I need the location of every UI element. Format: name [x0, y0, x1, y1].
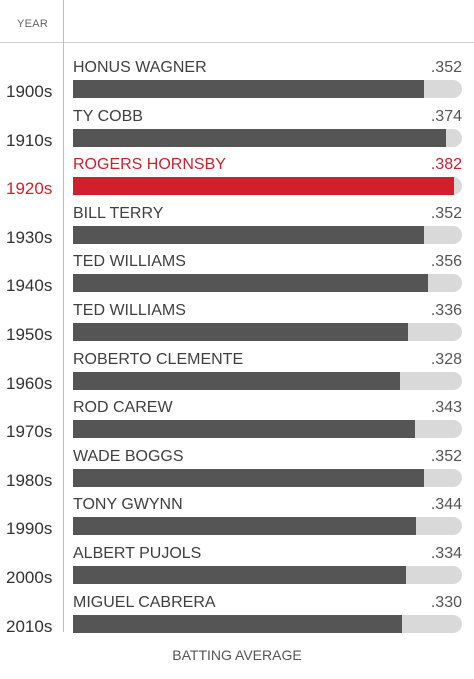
bar-track	[73, 225, 462, 244]
player-name-label: TED WILLIAMS	[73, 302, 186, 319]
player-name-label: MIGUEL CABRERA	[73, 593, 216, 611]
player-name-label: TY COBB	[73, 107, 143, 125]
bar-row: TED WILLIAMS .336 1950s	[0, 292, 474, 344]
bar-track	[73, 177, 462, 196]
bar	[73, 566, 406, 584]
bar	[73, 420, 415, 439]
year-axis-line	[63, 0, 64, 632]
decade-tick-label: 1900s	[6, 82, 53, 101]
bar	[73, 517, 416, 536]
bar-track	[73, 614, 462, 633]
bar	[73, 274, 428, 293]
bar	[73, 225, 424, 244]
decade-tick-label: 1940s	[6, 276, 53, 296]
bar-track	[73, 468, 462, 487]
batting-average-value-label: .374	[430, 107, 462, 125]
decade-tick-label: 1910s	[6, 130, 53, 150]
batting-average-value-label: .330	[430, 593, 462, 611]
bar-track	[73, 274, 462, 293]
player-name-label: TONY GWYNN	[73, 496, 183, 514]
bar	[73, 128, 446, 147]
bar-row: TY COBB .374 1910s	[0, 98, 474, 150]
batting-average-value-label: .352	[430, 447, 462, 465]
player-name-label: HONUS WAGNER	[73, 59, 207, 76]
bar-row: TED WILLIAMS .356 1940s	[0, 243, 474, 295]
bar-track	[73, 420, 462, 439]
bar-row: HONUS WAGNER .352 1900s	[0, 49, 474, 101]
bar	[73, 177, 454, 196]
batting-average-value-label: .352	[430, 204, 462, 222]
decade-tick-label: 1970s	[6, 422, 53, 442]
header-divider	[0, 42, 474, 43]
decade-tick-label: 1960s	[6, 373, 53, 393]
bar-row: ROBERTO CLEMENTE .328 1960s	[0, 341, 474, 393]
bar-row: ROD CAREW .343 1970s	[0, 389, 474, 441]
x-axis-label: BATTING AVERAGE	[172, 647, 302, 663]
bar-track	[73, 371, 462, 390]
bar	[73, 80, 424, 98]
batting-average-value-label: .344	[430, 496, 462, 514]
decade-tick-label: 1990s	[6, 519, 53, 539]
player-name-label: BILL TERRY	[73, 204, 164, 222]
batting-average-value-label: .328	[430, 350, 462, 368]
player-name-label: WADE BOGGS	[73, 447, 184, 465]
decade-tick-label: 1980s	[6, 470, 53, 490]
bar	[73, 323, 408, 341]
decade-tick-label: 1920s	[6, 179, 53, 199]
batting-average-value-label: .336	[430, 302, 462, 319]
batting-average-value-label: .352	[430, 59, 462, 76]
bar-row: BILL TERRY .352 1930s	[0, 195, 474, 247]
player-name-label: ALBERT PUJOLS	[73, 545, 202, 562]
bar	[73, 614, 402, 633]
decade-tick-label: 2000s	[6, 568, 53, 587]
year-axis-header: YEAR	[17, 18, 49, 30]
bar-track	[73, 128, 462, 147]
bar-track	[73, 80, 462, 98]
bar-track	[73, 323, 462, 341]
bar-row: WADE BOGGS .352 1980s	[0, 438, 474, 490]
player-name-label: ROD CAREW	[73, 399, 173, 417]
batting-average-value-label: .334	[430, 545, 462, 562]
bar-row: MIGUEL CABRERA .330 2010s	[0, 584, 474, 636]
decade-tick-label: 1930s	[6, 227, 53, 247]
decade-tick-label: 2010s	[6, 616, 53, 636]
batting-average-value-label: .356	[430, 253, 462, 271]
bar-row: TONY GWYNN .344 1990s	[0, 486, 474, 538]
bar-row: ROGERS HORNSBY .382 1920s	[0, 146, 474, 198]
player-name-label: ROGERS HORNSBY	[73, 156, 226, 174]
bar-track	[73, 566, 462, 584]
player-name-label: ROBERTO CLEMENTE	[73, 350, 244, 368]
batting-average-value-label: .382	[430, 156, 462, 174]
bar	[73, 371, 400, 390]
decade-tick-label: 1950s	[6, 325, 53, 344]
bar-track	[73, 517, 462, 536]
bar-row: ALBERT PUJOLS .334 2000s	[0, 535, 474, 587]
player-name-label: TED WILLIAMS	[73, 253, 186, 271]
bar	[73, 468, 424, 487]
batting-average-value-label: .343	[430, 399, 462, 417]
